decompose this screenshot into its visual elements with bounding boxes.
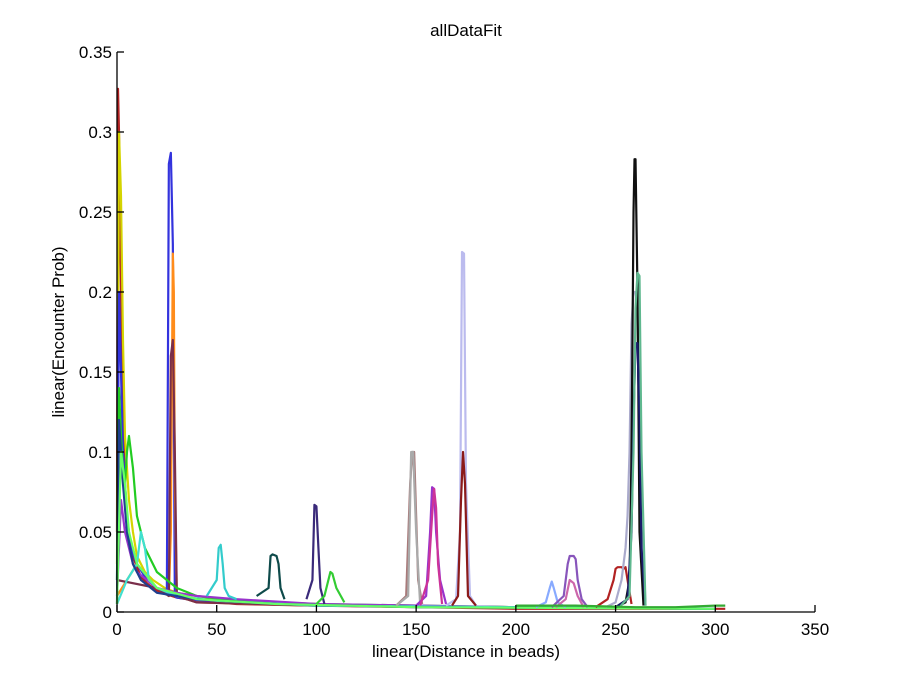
series-line-13 [305,503,326,605]
y-tick-label: 0.15 [79,363,112,382]
y-tick-label: 0.35 [79,43,112,62]
series-line-23 [555,578,585,609]
x-axis-label: linear(Distance in beads) [372,642,560,661]
y-tick-label: 0 [103,603,112,622]
x-tick-label: 200 [502,620,530,639]
y-ticks: 0 0.05 0.1 0.15 0.2 0.25 0.3 0.35 [79,43,124,622]
y-axis-label: linear(Encounter Prob) [49,246,68,417]
series-layer [115,87,726,610]
x-ticks: 0 50 100 150 200 250 300 350 [112,605,829,639]
y-tick-label: 0.2 [88,283,112,302]
y-tick-label: 0.05 [79,523,112,542]
x-tick-label: 300 [701,620,729,639]
series-line-29 [515,604,726,609]
x-tick-label: 50 [207,620,226,639]
x-tick-label: 250 [601,620,629,639]
series-line-19 [445,250,477,607]
series-line-12 [255,553,286,600]
series-line-5 [116,338,716,610]
y-tick-label: 0.3 [88,123,112,142]
series-line-18 [419,487,444,606]
y-tick-label: 0.1 [88,443,112,462]
series-line-22 [550,554,589,609]
series-line-14 [315,570,346,605]
series-line-10 [115,450,716,610]
series-line-16 [395,450,422,607]
chart-title: allDataFit [430,21,502,40]
series-line-28 [618,271,647,608]
series-line-11 [205,543,238,601]
series-line-24 [595,566,633,609]
y-tick-label: 0.25 [79,203,112,222]
x-tick-label: 100 [302,620,330,639]
x-tick-label: 150 [402,620,430,639]
x-tick-label: 0 [112,620,121,639]
series-line-20 [451,450,477,607]
x-tick-label: 350 [801,620,829,639]
